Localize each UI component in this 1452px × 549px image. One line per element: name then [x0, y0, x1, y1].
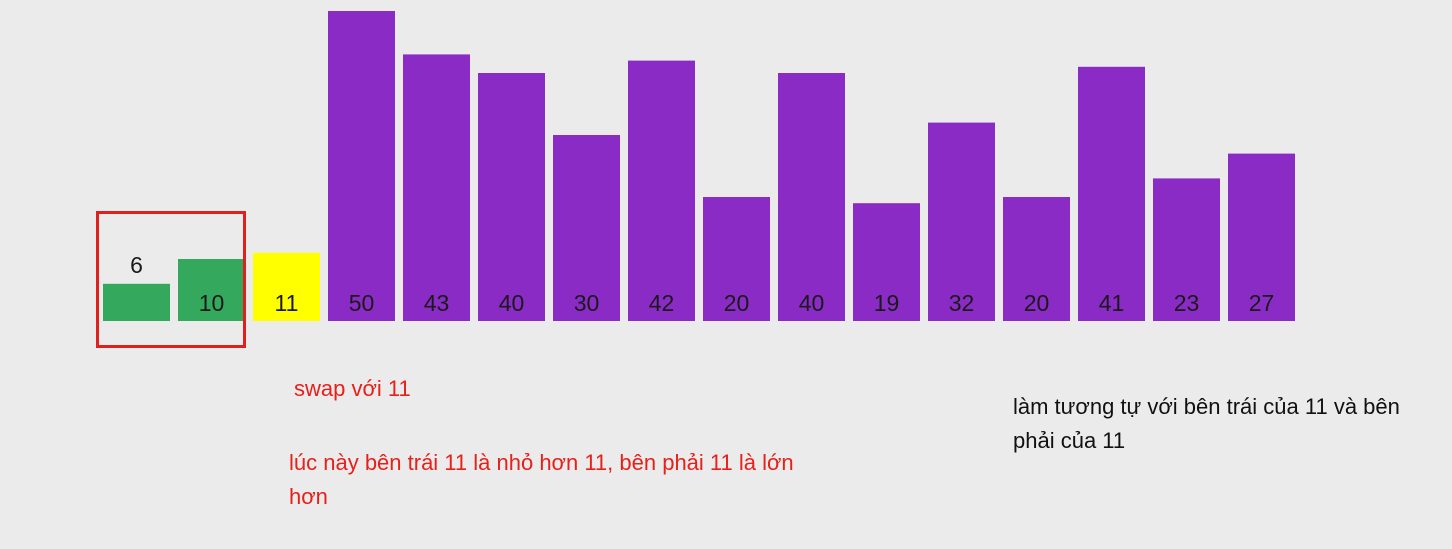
bar-40 [778, 73, 845, 321]
bar-label-11: 11 [275, 290, 299, 316]
bar-label-20: 20 [724, 290, 750, 316]
bar-label-43: 43 [424, 290, 450, 316]
bar-label-32: 32 [949, 290, 975, 316]
bar-label-50: 50 [349, 290, 375, 316]
bar-40 [478, 73, 545, 321]
bar-20 [1003, 197, 1070, 321]
highlight-box [96, 211, 246, 348]
bar-50 [328, 11, 395, 321]
bar-6 [103, 283, 170, 321]
bar-42 [628, 60, 695, 321]
bar-label-19: 19 [874, 290, 900, 316]
bar-23 [1153, 178, 1220, 321]
bar-30 [553, 135, 620, 321]
bar-43 [403, 54, 470, 322]
recursion-note: làm tương tự với bên trái của 11 và bên … [1013, 394, 1400, 453]
partition-note: lúc này bên trái 11 là nhỏ hơn 11, bên p… [289, 450, 794, 509]
bar-label-30: 30 [574, 290, 600, 316]
bar-11 [253, 252, 320, 321]
bar-label-27: 27 [1249, 290, 1275, 316]
bar-27 [1228, 153, 1295, 321]
bar-label-6: 6 [130, 252, 143, 278]
bar-label-10: 10 [199, 290, 225, 316]
bar-20 [703, 197, 770, 321]
bar-label-23: 23 [1174, 290, 1200, 316]
bar-label-20: 20 [1024, 290, 1050, 316]
swap-note: swap với 11 [294, 376, 411, 401]
bar-19 [853, 203, 920, 321]
bar-label-42: 42 [649, 290, 675, 316]
bar-41 [1078, 66, 1145, 321]
bar-10 [178, 259, 245, 321]
bar-label-40: 40 [799, 290, 825, 316]
bar-32 [928, 122, 995, 321]
bar-label-41: 41 [1099, 290, 1125, 316]
bar-label-40: 40 [499, 290, 525, 316]
